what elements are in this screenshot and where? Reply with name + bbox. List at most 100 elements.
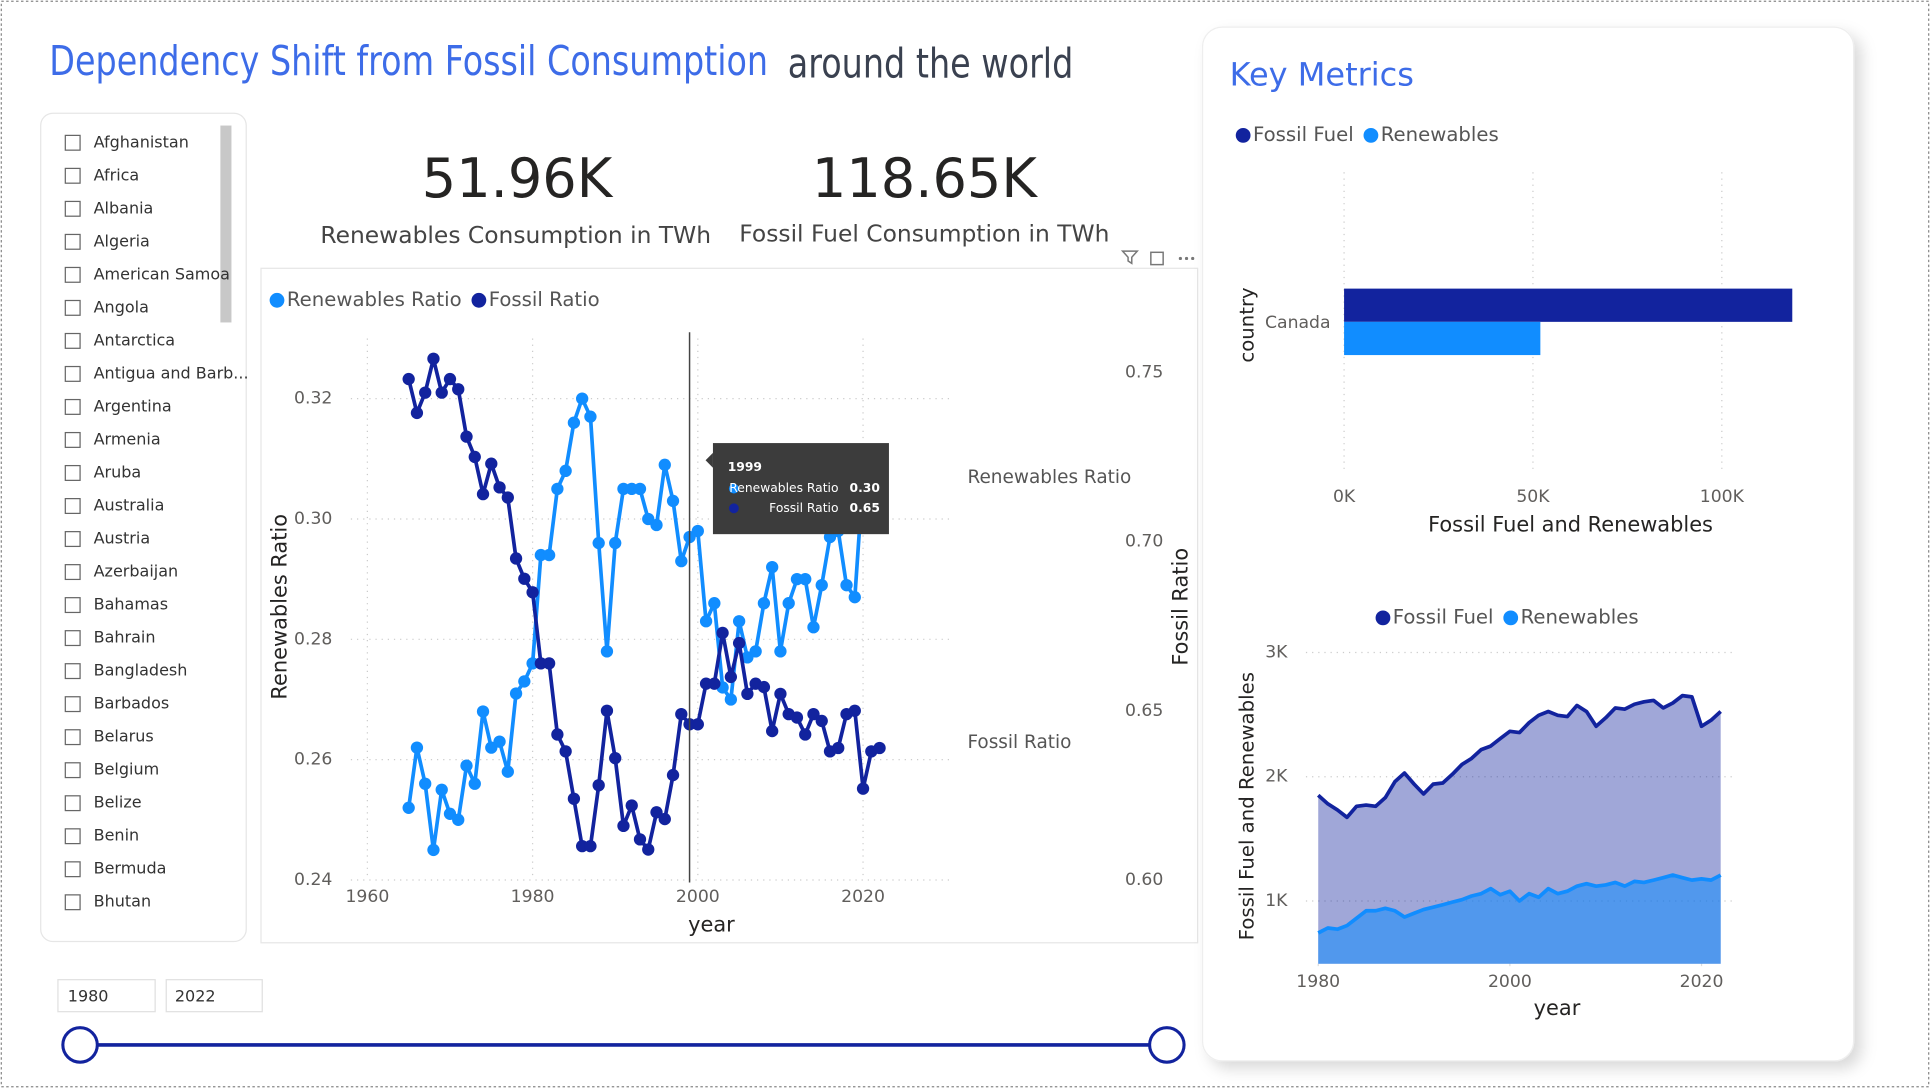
data-point[interactable]	[625, 799, 638, 812]
data-point[interactable]	[675, 554, 688, 568]
more-icon[interactable]	[1178, 256, 1195, 261]
data-point[interactable]	[708, 677, 721, 690]
data-point[interactable]	[567, 416, 581, 429]
data-point[interactable]	[476, 705, 490, 718]
data-point[interactable]	[518, 675, 531, 688]
bar[interactable]	[1344, 321, 1541, 356]
checkbox[interactable]	[64, 431, 81, 448]
data-point[interactable]	[766, 560, 779, 574]
checkbox[interactable]	[64, 167, 81, 184]
data-point[interactable]	[452, 383, 465, 396]
data-point[interactable]	[600, 645, 614, 658]
checkbox[interactable]	[64, 200, 81, 217]
data-point[interactable]	[600, 704, 614, 717]
data-point[interactable]	[435, 386, 448, 399]
data-point[interactable]	[460, 759, 473, 772]
data-point[interactable]	[419, 777, 432, 790]
data-point[interactable]	[468, 777, 481, 790]
data-point[interactable]	[757, 680, 771, 694]
data-point[interactable]	[724, 693, 738, 706]
data-point[interactable]	[815, 714, 828, 728]
checkbox[interactable]	[64, 663, 81, 680]
data-point[interactable]	[658, 458, 671, 471]
data-point[interactable]	[675, 708, 688, 721]
data-point[interactable]	[650, 518, 663, 532]
checkbox[interactable]	[64, 531, 81, 548]
focus-icon[interactable]	[1150, 251, 1164, 266]
data-point[interactable]	[493, 481, 506, 494]
bar[interactable]	[1344, 288, 1793, 322]
data-point[interactable]	[493, 735, 506, 748]
data-point[interactable]	[501, 491, 514, 504]
checkbox[interactable]	[64, 762, 81, 779]
data-point[interactable]	[509, 687, 523, 700]
checkbox[interactable]	[64, 861, 81, 878]
checkbox[interactable]	[64, 894, 81, 911]
data-point[interactable]	[509, 552, 523, 565]
checkbox[interactable]	[64, 795, 81, 812]
checkbox[interactable]	[64, 464, 81, 481]
data-point[interactable]	[584, 410, 597, 423]
data-point[interactable]	[501, 765, 514, 778]
date-input[interactable]	[57, 979, 156, 1013]
data-point[interactable]	[617, 819, 630, 832]
date-input[interactable]	[165, 979, 263, 1013]
data-point[interactable]	[650, 806, 663, 819]
data-point[interactable]	[774, 645, 787, 658]
checkbox[interactable]	[64, 597, 81, 614]
data-point[interactable]	[840, 579, 853, 592]
checkbox[interactable]	[64, 630, 81, 647]
data-point[interactable]	[807, 621, 820, 634]
checkbox[interactable]	[64, 233, 81, 250]
data-point[interactable]	[666, 768, 680, 782]
filter-icon[interactable]	[1120, 250, 1139, 265]
data-point[interactable]	[609, 536, 622, 550]
checkbox[interactable]	[64, 365, 81, 382]
data-point[interactable]	[592, 779, 605, 792]
data-point[interactable]	[732, 636, 746, 650]
data-point[interactable]	[609, 752, 622, 765]
checkbox[interactable]	[64, 266, 81, 283]
data-point[interactable]	[576, 392, 589, 405]
data-point[interactable]	[848, 704, 861, 717]
data-point[interactable]	[633, 482, 647, 496]
data-point[interactable]	[749, 645, 762, 658]
data-point[interactable]	[790, 711, 804, 724]
checkbox[interactable]	[64, 828, 81, 845]
data-point[interactable]	[873, 741, 886, 755]
data-point[interactable]	[559, 745, 572, 758]
data-point[interactable]	[832, 741, 845, 755]
data-point[interactable]	[732, 615, 746, 628]
data-point[interactable]	[427, 352, 440, 365]
checkbox[interactable]	[64, 332, 81, 349]
data-point[interactable]	[716, 626, 729, 640]
data-point[interactable]	[452, 813, 465, 826]
data-point[interactable]	[567, 792, 581, 805]
data-point[interactable]	[848, 591, 861, 604]
data-point[interactable]	[658, 812, 671, 826]
data-point[interactable]	[815, 579, 828, 592]
data-point[interactable]	[691, 524, 704, 538]
data-point[interactable]	[551, 482, 564, 496]
data-point[interactable]	[485, 457, 498, 470]
data-point[interactable]	[592, 536, 605, 550]
data-point[interactable]	[427, 843, 440, 857]
data-point[interactable]	[774, 687, 787, 700]
data-point[interactable]	[782, 597, 795, 610]
data-point[interactable]	[724, 670, 738, 684]
range-slider-handle[interactable]	[1148, 1026, 1186, 1064]
data-point[interactable]	[443, 372, 457, 386]
checkbox[interactable]	[64, 134, 81, 151]
checkbox[interactable]	[64, 398, 81, 415]
data-point[interactable]	[666, 494, 680, 508]
data-point[interactable]	[542, 657, 556, 670]
data-point[interactable]	[633, 833, 647, 846]
data-point[interactable]	[757, 597, 771, 610]
checkbox[interactable]	[64, 729, 81, 746]
data-point[interactable]	[642, 843, 655, 856]
data-point[interactable]	[584, 840, 597, 853]
data-point[interactable]	[402, 372, 415, 386]
data-point[interactable]	[410, 406, 424, 420]
data-point[interactable]	[856, 782, 870, 795]
data-point[interactable]	[699, 615, 713, 628]
